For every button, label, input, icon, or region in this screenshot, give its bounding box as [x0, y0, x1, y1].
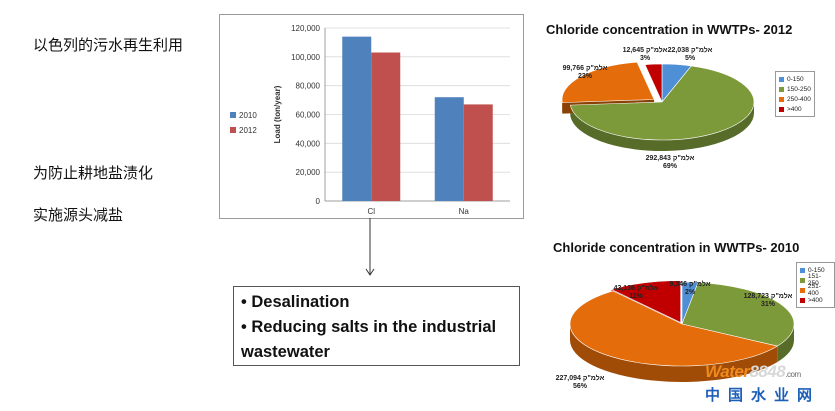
- legend-label: >400: [808, 296, 823, 304]
- pie-slice-251-400: [569, 290, 779, 367]
- legend-swatch: [800, 267, 805, 273]
- pie-value-label: אלמ"ק 99,766: [563, 64, 608, 72]
- legend-swatch-2010: [230, 112, 236, 118]
- y-tick-label: 40,000: [296, 139, 321, 148]
- y-tick-label: 0: [316, 197, 321, 206]
- pie-percent-label: 69%: [663, 163, 678, 170]
- x-tick-label: Cl: [367, 207, 375, 216]
- legend-label: 0-150: [787, 75, 804, 83]
- legend-swatch-2012: [230, 127, 236, 133]
- legend-label: 151-250: [807, 273, 821, 287]
- legend-label: >400: [787, 105, 802, 113]
- legend-swatch: [779, 86, 784, 92]
- pie-2012-title: Chloride concentration in WWTPs- 2012: [546, 22, 793, 37]
- legend-swatch: [779, 96, 784, 102]
- pie-value-label: אלמ"ק 227,094: [556, 374, 605, 382]
- down-arrow-icon: [365, 218, 375, 276]
- y-tick-label: 60,000: [296, 111, 321, 120]
- pie-percent-label: 31%: [761, 301, 776, 308]
- y-tick-label: 100,000: [291, 53, 320, 62]
- legend-item: >400: [800, 295, 831, 305]
- pie-value-label: אלמ"ק 9,346: [670, 280, 711, 288]
- pie-value-label: אלמ"ק 292,843: [646, 154, 695, 162]
- legend-swatch: [800, 277, 805, 283]
- legend-item: 251-400: [800, 283, 831, 297]
- legend-item: 151-250: [800, 273, 831, 287]
- pie-2012-legend: 0-150 150-250 250-400 >400: [775, 71, 815, 117]
- pie-percent-label: 11%: [629, 293, 643, 300]
- legend-swatch: [779, 76, 784, 82]
- text-source-reduction: 实施源头减盐: [33, 206, 124, 224]
- legend-swatch: [800, 297, 805, 303]
- pie-percent-label: 5%: [685, 55, 696, 62]
- legend-item: 150-250: [779, 84, 811, 94]
- watermark-logo: Water8848.com 中国水业网: [705, 362, 833, 408]
- bullet-reducing-salts: • Reducing salts in the industrial waste…: [241, 318, 497, 361]
- y-tick-label: 20,000: [296, 168, 321, 177]
- pie-slice-151-250: [681, 282, 795, 347]
- pie-percent-label: 23%: [578, 73, 593, 80]
- legend-label-2010: 2010: [239, 111, 257, 120]
- pie-percent-label: 3%: [640, 55, 651, 62]
- pie-2010-legend: 0-150 151-250 251-400 >400: [796, 262, 835, 308]
- legend-label: 0-150: [808, 266, 825, 274]
- legend-label-2012: 2012: [239, 126, 257, 135]
- pie-value-label: אלמ"ק 128,723: [744, 292, 793, 300]
- watermark-cn: 中国水业网: [705, 386, 821, 404]
- y-tick-label: 120,000: [291, 24, 320, 33]
- pie-slice->400: [610, 280, 681, 324]
- legend-swatch: [779, 106, 784, 112]
- legend-label: 150-250: [787, 85, 811, 93]
- legend-label: 250-400: [787, 95, 811, 103]
- pie-2010-title: Chloride concentration in WWTPs- 2010: [553, 240, 800, 255]
- legend-label: 251-400: [807, 283, 821, 297]
- watermark-tld: .com: [785, 370, 801, 379]
- pie-value-label: אלמ"ק 12,645: [623, 46, 668, 54]
- y-axis-title: Load (ton/year): [273, 85, 282, 143]
- pie-slice-250-400: [561, 61, 655, 103]
- watermark-brand-b: 8848: [749, 362, 786, 381]
- legend-item: 0-150: [779, 74, 811, 84]
- watermark-brand-a: Water: [705, 362, 750, 381]
- legend-swatch: [800, 287, 805, 293]
- y-tick-label: 80,000: [296, 82, 321, 91]
- pie-slice-side: [777, 324, 794, 363]
- bar-chart: 0 20,000 40,000 60,000 80,000 100,000 120,000 L…: [230, 24, 510, 216]
- measures-box: • Desalination • Reducing salts in the i…: [233, 286, 520, 366]
- pie-slice-150-250: [569, 65, 755, 141]
- pie-slice->400: [644, 63, 663, 103]
- pie-percent-label: 56%: [573, 383, 588, 390]
- pie-slice-side: [570, 324, 778, 382]
- bar-2012-Cl: [371, 52, 401, 202]
- pie-value-label: אלמ"ק 22,038: [668, 46, 713, 54]
- legend-item: >400: [779, 104, 811, 114]
- bar-2010-Cl: [342, 36, 372, 202]
- text-prevent-salinization: 为防止耕地盐渍化: [33, 164, 154, 182]
- pie-percent-label: 2%: [685, 289, 696, 296]
- bar-2012-Na: [463, 104, 493, 201]
- bar-2010-Na: [434, 97, 464, 201]
- bar-chart-panel: 0 20,000 40,000 60,000 80,000 100,000 120,000 L…: [219, 14, 524, 219]
- legend-item: 250-400: [779, 94, 811, 104]
- x-tick-label: Na: [459, 207, 470, 216]
- bullet-desalination: • Desalination: [241, 293, 350, 311]
- legend-item: 0-150: [800, 265, 831, 275]
- pie-slice-side: [570, 102, 754, 152]
- pie-value-label: אלמ"ק 43,136: [614, 284, 659, 292]
- heading-reuse: 以色列的污水再生利用: [33, 36, 184, 54]
